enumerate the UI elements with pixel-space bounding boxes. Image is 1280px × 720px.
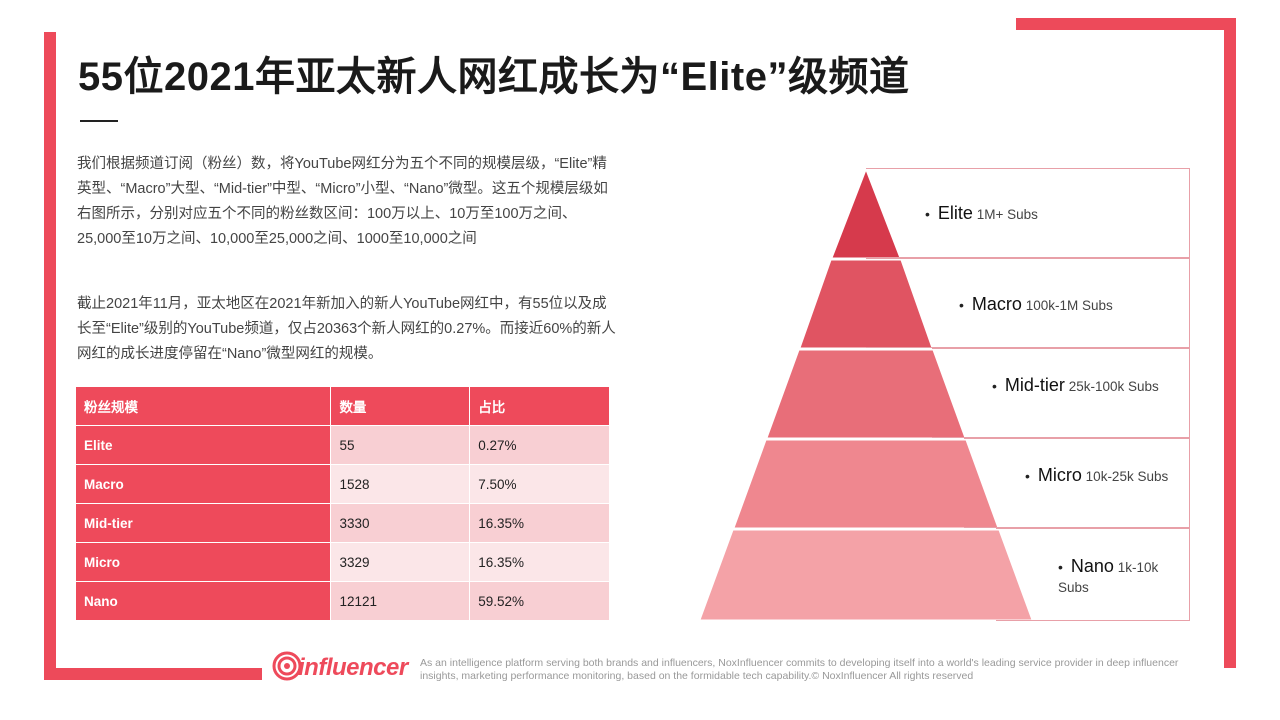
table-row: Mid-tier 3330 16.35% bbox=[74, 503, 610, 543]
count-cell: 3330 bbox=[330, 503, 471, 543]
table-row: Nano 12121 59.52% bbox=[74, 581, 610, 621]
table-row: Micro 3329 16.35% bbox=[74, 542, 610, 582]
tier-box-nano bbox=[996, 528, 1190, 621]
tier-stats-table: 粉丝规模 数量 占比 Elite 55 0.27% Macro 1528 7.5… bbox=[74, 386, 610, 621]
bullet-icon: • bbox=[1058, 559, 1063, 575]
tier-label-elite: • Elite 1M+ Subs bbox=[925, 203, 1038, 223]
bullet-icon: • bbox=[992, 378, 997, 394]
tier-cell: Macro bbox=[74, 464, 332, 504]
title-underline bbox=[80, 120, 118, 122]
tier-box-micro bbox=[964, 438, 1190, 528]
count-cell: 55 bbox=[330, 425, 471, 465]
frame-bottom-bar bbox=[44, 668, 262, 680]
intro-paragraph: 我们根据频道订阅（粉丝）数，将YouTube网红分为五个不同的规模层级，“Eli… bbox=[77, 156, 608, 247]
tier-box-macro bbox=[866, 258, 1190, 348]
header-share: 占比 bbox=[469, 386, 610, 426]
tier-cell: Mid-tier bbox=[74, 503, 332, 543]
share-cell: 7.50% bbox=[469, 464, 610, 504]
count-cell: 12121 bbox=[330, 581, 471, 621]
table-row: Macro 1528 7.50% bbox=[74, 464, 610, 504]
count-cell: 3329 bbox=[330, 542, 471, 582]
frame-left-bar bbox=[44, 32, 56, 680]
tier-label-mid-tier: • Mid-tier 25k-100k Subs bbox=[992, 375, 1159, 395]
tier-box-mid-tier bbox=[932, 348, 1190, 438]
pyramid-layer-nano bbox=[699, 529, 1033, 621]
pyramid-layer-micro bbox=[733, 439, 999, 529]
share-cell: 0.27% bbox=[469, 425, 610, 465]
table-header-row: 粉丝规模 数量 占比 bbox=[74, 386, 610, 426]
tier-label-nano: • Nano 1k-10k Subs bbox=[1058, 556, 1159, 595]
page-title: 55位2021年亚太新人网红成长为“Elite”级频道 bbox=[78, 55, 910, 99]
frame-top-bar bbox=[1016, 18, 1236, 30]
share-cell: 16.35% bbox=[469, 503, 610, 543]
table-row: Elite 55 0.27% bbox=[74, 425, 610, 465]
nox-logo-icon bbox=[272, 651, 302, 681]
tier-cell: Elite bbox=[74, 425, 332, 465]
footer-description: As an intelligence platform serving both… bbox=[420, 657, 1179, 682]
share-cell: 59.52% bbox=[469, 581, 610, 621]
tier-label-micro: • Micro 10k-25k Subs bbox=[1025, 465, 1169, 485]
bullet-icon: • bbox=[959, 297, 964, 313]
summary-paragraph: 截止2021年11月，亚太地区在2021年新加入的新人YouTube网红中，有5… bbox=[77, 296, 616, 362]
share-cell: 16.35% bbox=[469, 542, 610, 582]
bullet-icon: • bbox=[925, 206, 930, 222]
tier-cell: Micro bbox=[74, 542, 332, 582]
frame-right-bar bbox=[1224, 18, 1236, 668]
count-cell: 1528 bbox=[330, 464, 471, 504]
tier-pyramid bbox=[699, 168, 1033, 621]
tier-cell: Nano bbox=[74, 581, 332, 621]
tier-box-elite bbox=[866, 168, 1190, 258]
header-count: 数量 bbox=[330, 386, 471, 426]
tier-label-macro: • Macro 100k-1M Subs bbox=[959, 294, 1113, 314]
bullet-icon: • bbox=[1025, 468, 1030, 484]
header-tier: 粉丝规模 bbox=[74, 386, 332, 426]
logo-wordmark: influencer bbox=[298, 654, 408, 681]
